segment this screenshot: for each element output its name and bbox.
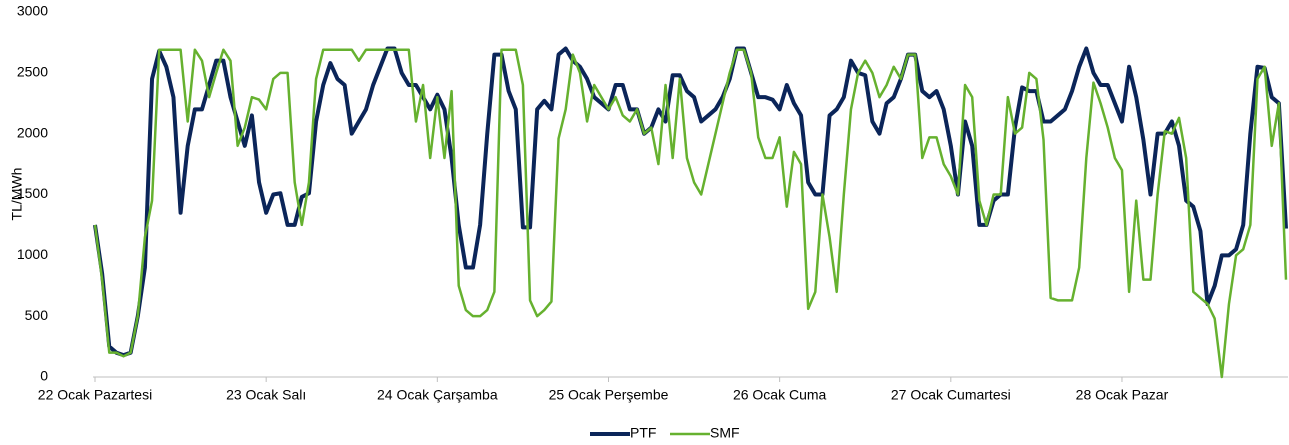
x-tick-label: 27 Ocak Cumartesi xyxy=(891,387,1011,403)
series-line xyxy=(93,48,1288,379)
legend-label: SMF xyxy=(710,425,740,441)
y-tick-label: 3000 xyxy=(17,3,48,19)
series-line xyxy=(93,46,1288,358)
x-tick-label: 22 Ocak Pazartesi xyxy=(38,387,152,403)
x-tick-label: 23 Ocak Salı xyxy=(226,387,306,403)
x-tick-label: 24 Ocak Çarşamba xyxy=(377,387,498,403)
x-tick-label: 26 Ocak Cuma xyxy=(733,387,827,403)
y-tick-label: 500 xyxy=(25,307,49,323)
y-tick-label: 2500 xyxy=(17,64,48,80)
x-tick-label: 25 Ocak Perşembe xyxy=(549,387,669,403)
y-tick-label: 1500 xyxy=(17,185,48,201)
x-tick-label: 28 Ocak Pazar xyxy=(1076,387,1169,403)
legend-label: PTF xyxy=(630,425,656,441)
y-tick-label: 0 xyxy=(40,368,48,384)
y-tick-label: 1000 xyxy=(17,246,48,262)
y-tick-label: 2000 xyxy=(17,124,48,140)
y-axis-label: TL/MWh xyxy=(9,168,25,221)
